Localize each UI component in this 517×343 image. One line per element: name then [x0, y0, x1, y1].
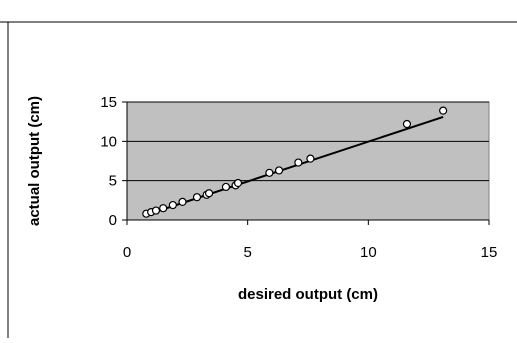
data-point-13	[274, 166, 284, 175]
data-point-16	[402, 119, 412, 129]
data-point-9	[221, 182, 231, 192]
y-tick-label-3: 15	[100, 94, 117, 111]
y-tick-label-2: 10	[100, 133, 117, 150]
x-tick-label-3: 15	[481, 244, 498, 261]
x-tick-label-1: 5	[243, 244, 251, 261]
data-point-17	[439, 106, 448, 115]
gridlines	[127, 101, 489, 182]
data-points	[142, 106, 448, 218]
x-tick-labels: 0 5 10 15	[123, 220, 498, 261]
y-tick-label-0: 0	[109, 212, 117, 229]
data-point-6	[192, 193, 202, 202]
data-point-5	[178, 197, 187, 207]
y-tick-label-1: 5	[109, 173, 117, 190]
data-point-8	[204, 189, 214, 198]
data-point-2	[151, 206, 161, 215]
x-axis-title: desired output (cm)	[238, 286, 378, 303]
data-point-4	[168, 200, 177, 210]
y-axis-title: actual output (cm)	[26, 96, 43, 226]
x-tick-label-2: 10	[360, 244, 377, 261]
data-point-3	[159, 204, 168, 213]
axes	[126, 102, 489, 221]
data-point-12	[265, 168, 274, 177]
data-point-15	[306, 154, 315, 163]
data-point-11	[233, 178, 243, 188]
y-tick-labels: 0 5 10 15	[100, 94, 127, 229]
data-point-14	[294, 158, 303, 167]
x-tick-label-0: 0	[123, 244, 131, 261]
